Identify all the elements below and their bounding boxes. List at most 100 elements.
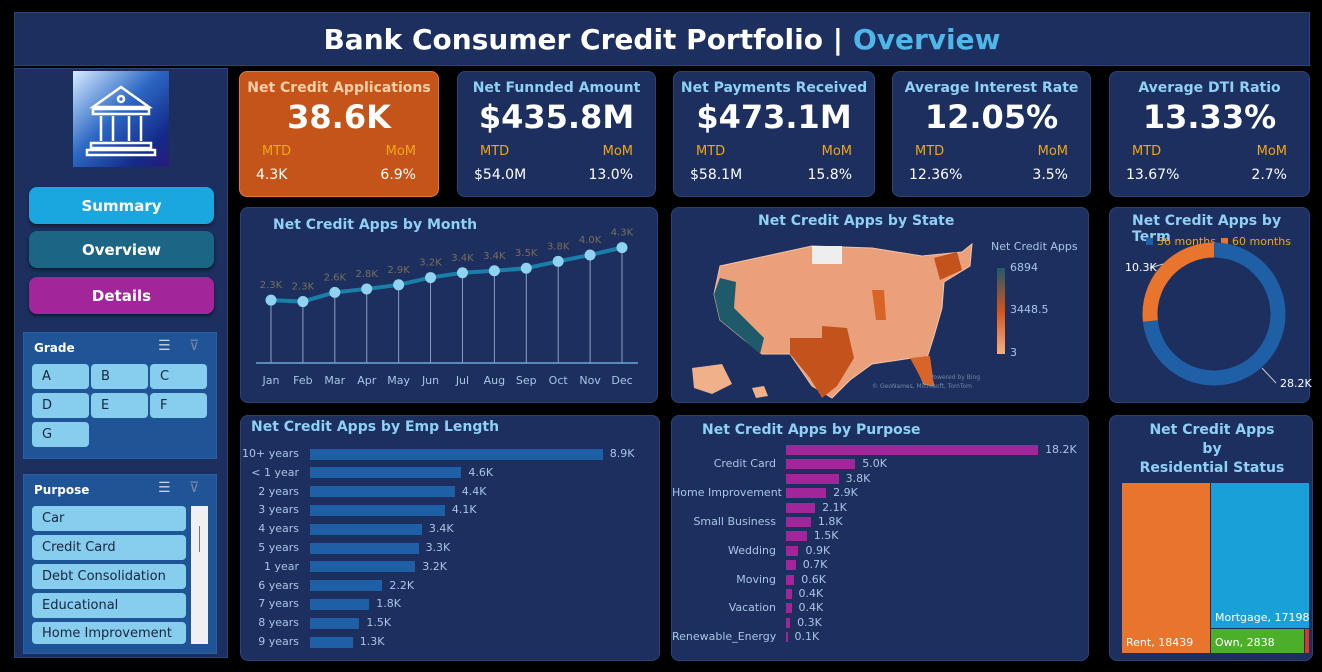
treemap-label: Mortgage, 17198 (1215, 611, 1310, 624)
bar[interactable] (786, 459, 856, 470)
bar-value-label: 0.3K (797, 615, 822, 629)
treemap-label: Own, 2838 (1215, 636, 1275, 649)
dashboard-header: Bank Consumer Credit Portfolio | Overvie… (14, 12, 1310, 66)
bar[interactable] (310, 504, 445, 516)
state-map-panel: Net Credit Apps by State Net Credit Apps… (671, 207, 1089, 403)
kpi-title: Net Funnded Amount (472, 80, 641, 96)
term-donut-chart (1142, 242, 1286, 386)
grade-chip[interactable]: C (150, 364, 207, 389)
month-data-label: 3.4K (451, 253, 474, 264)
month-point (520, 262, 532, 274)
kpi-value: $435.8M (478, 98, 635, 136)
bank-icon (85, 85, 157, 157)
purpose-chip[interactable]: Home Improvement (32, 622, 186, 644)
bar-category-label: < 1 year (251, 465, 299, 479)
bar[interactable] (786, 473, 839, 484)
legend-max: 6894 (1010, 261, 1038, 274)
hawaii (752, 386, 768, 398)
bar[interactable] (310, 561, 416, 573)
us-state-map[interactable] (672, 208, 1090, 404)
bar[interactable] (786, 531, 807, 542)
details-button[interactable]: Details (29, 277, 214, 314)
month-data-label: 3.2K (419, 258, 442, 269)
bar[interactable] (310, 617, 360, 629)
bar[interactable] (786, 517, 811, 527)
kpi-value: 13.33% (1142, 98, 1277, 136)
map-attribution-bing: Powered by Bing (930, 374, 981, 381)
bar-value-label: 18.2K (1045, 443, 1077, 456)
multi-select-icon[interactable]: ☰ (158, 338, 171, 354)
bar[interactable] (786, 574, 795, 585)
kpi-mtd-label: MTD (696, 144, 726, 159)
month-tick-label: Apr (357, 374, 377, 387)
month-point (393, 279, 405, 291)
grade-chip[interactable]: E (91, 393, 148, 418)
kpi-mom-value: 13.0% (588, 167, 633, 183)
month-tick-label: Jan (262, 374, 280, 387)
treemap-tile-own[interactable]: Own, 2838 (1211, 629, 1304, 653)
bar[interactable] (310, 448, 603, 460)
bar-value-label: 2.1K (822, 500, 847, 514)
grade-chip[interactable]: D (32, 393, 89, 418)
bar-value-label: 0.4K (798, 587, 824, 600)
bar-value-label: 3.2K (422, 559, 447, 573)
purpose-chip[interactable]: Debt Consolidation (32, 564, 186, 589)
summary-button[interactable]: Summary (29, 187, 214, 224)
bar-value-label: 0.7K (802, 558, 828, 572)
bar[interactable] (310, 598, 370, 610)
bar[interactable] (786, 445, 1039, 455)
residential-title-line1: Net Credit Apps (1149, 422, 1275, 438)
purpose-chip[interactable]: Car (32, 506, 186, 531)
scrollbar-thumb[interactable] (199, 526, 200, 552)
clear-filter-icon[interactable]: ⊽ (189, 338, 200, 354)
month-data-label: 2.6K (324, 272, 347, 283)
grade-chip[interactable]: F (150, 393, 207, 418)
grade-chip[interactable]: A (32, 364, 89, 389)
bar[interactable] (786, 502, 816, 513)
bar[interactable] (310, 542, 419, 554)
bar[interactable] (786, 545, 799, 556)
bar-category-label: 3 years (258, 503, 299, 517)
donut-slice-36-months (1142, 242, 1286, 386)
month-point (329, 286, 341, 298)
bar-value-label: 4.1K (451, 503, 477, 517)
treemap-tile-other[interactable] (1305, 629, 1309, 653)
multi-select-icon[interactable]: ☰ (158, 480, 171, 496)
month-data-label: 3.4K (483, 251, 506, 262)
state-north-dakota (812, 246, 842, 264)
bar[interactable] (786, 589, 792, 599)
bar-value-label: 0.6K (801, 572, 827, 586)
emp-length-title: Net Credit Apps by Emp Length (251, 419, 500, 435)
residential-treemap: Rent, 18439 Mortgage, 17198 Own, 2838 (1122, 483, 1310, 653)
month-data-label: 2.9K (387, 265, 410, 276)
treemap-tile-mortgage[interactable]: Mortgage, 17198 (1211, 483, 1310, 628)
purpose-scrollbar[interactable] (191, 506, 208, 644)
bar[interactable] (310, 467, 462, 479)
overview-button[interactable]: Overview (29, 231, 214, 268)
kpi-value: 12.05% (924, 98, 1059, 136)
label-60-months: 10.3K (1125, 261, 1157, 274)
grade-chip[interactable]: B (91, 364, 148, 389)
bar-category-label: 8 years (258, 616, 299, 630)
bar[interactable] (786, 488, 827, 499)
bar[interactable] (310, 523, 422, 535)
treemap-tile-rent[interactable]: Rent, 18439 (1122, 483, 1210, 653)
clear-filter-icon[interactable]: ⊽ (189, 480, 200, 496)
bar-value-label: 0.1K (794, 630, 820, 644)
bar[interactable] (786, 560, 796, 571)
grade-slicer-title: Grade (34, 341, 75, 355)
bar-category-label: Renewable_Energy (672, 630, 777, 644)
bar[interactable] (786, 617, 791, 628)
month-data-label: 2.3K (292, 282, 315, 293)
bar[interactable] (310, 486, 455, 498)
bar[interactable] (310, 580, 383, 592)
purpose-chip[interactable]: Credit Card (32, 535, 186, 560)
grade-chip[interactable]: G (32, 422, 89, 447)
bar[interactable] (786, 632, 788, 643)
month-tick-label: Aug (484, 374, 505, 387)
bar[interactable] (786, 603, 792, 614)
month-tick-label: Mar (324, 374, 345, 387)
kpi-title: Net Payments Received (680, 80, 868, 96)
purpose-chip[interactable]: Educational (32, 593, 186, 618)
bar[interactable] (310, 636, 353, 648)
